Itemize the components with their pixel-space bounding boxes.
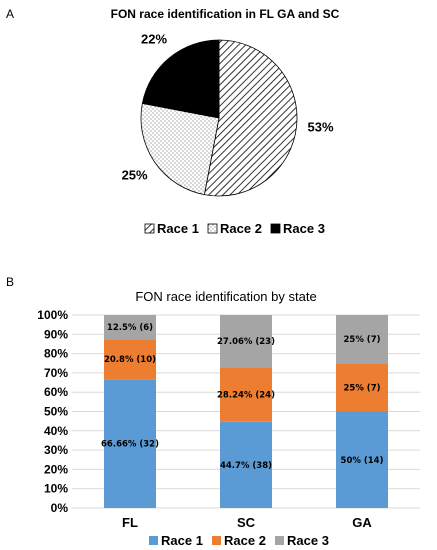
pie-legend: Race 1 Race 2 Race 3 [144, 221, 325, 236]
x-category-sc: SC [237, 515, 256, 530]
x-category-fl: FL [122, 515, 138, 530]
bar-label-fl-race-2: 20.8% (10) [104, 355, 156, 365]
pie-slice-race-3 [141, 39, 220, 119]
y-tick-50: 50% [44, 405, 68, 419]
pie-legend-swatch-race-1 [144, 223, 155, 234]
y-tick-10: 10% [44, 482, 68, 496]
bar-legend-swatch-race-3 [275, 536, 284, 545]
pie-legend-label-race-3: Race 3 [283, 221, 325, 236]
bar-label-fl-race-3: 12.5% (6) [107, 323, 153, 333]
bar-chart-title: FON race identification by state [135, 289, 316, 304]
bar-category-labels: FL SC GA [122, 515, 372, 530]
bar-label-ga-race-3: 25% (7) [344, 335, 381, 345]
pie-legend-swatch-race-2 [207, 223, 218, 234]
bar-y-tick-labels: 0% 10% 20% 30% 40% 50% 60% 70% 80% 90% 100% [37, 308, 68, 515]
panel-a-letter: A [6, 7, 14, 21]
bar-sc-race-3 [220, 315, 272, 368]
x-category-ga: GA [352, 515, 372, 530]
bar-label-fl-race-1: 66.66% (32) [101, 440, 159, 450]
bar-ga-race-2 [336, 363, 388, 412]
bar-fl-race-3 [104, 315, 156, 340]
pie-legend-label-race-1: Race 1 [157, 221, 199, 236]
y-tick-40: 40% [44, 424, 68, 438]
bar-ga-race-1 [336, 411, 388, 508]
pie-label-race-2: 25% [122, 167, 148, 182]
panel-b-bar-chart: B FON race identification by state 0% 10%… [6, 275, 420, 548]
bar-label-sc-race-3: 27.06% (23) [217, 337, 275, 347]
pie-legend-label-race-2: Race 2 [220, 221, 262, 236]
y-tick-60: 60% [44, 385, 68, 399]
bar-legend-swatch-race-1 [149, 536, 158, 545]
pie-slices [140, 39, 298, 197]
bar-fl-race-2 [104, 339, 156, 380]
y-tick-70: 70% [44, 366, 68, 380]
pie-chart-title: FON race identification in FL GA and SC [111, 7, 340, 21]
bar-ga-race-3 [336, 315, 388, 364]
pie-slice-race-2 [140, 102, 220, 196]
bar-segment-labels: 66.66% (32) 20.8% (10) 12.5% (6) 44.7% (38)… [101, 323, 384, 471]
bar-label-ga-race-1: 50% (14) [341, 456, 384, 466]
y-tick-100: 100% [37, 308, 68, 322]
pie-label-race-1: 53% [307, 120, 333, 135]
panel-b-letter: B [6, 275, 14, 289]
y-tick-20: 20% [44, 462, 68, 476]
bar-legend-label-race-3: Race 3 [287, 533, 329, 548]
bar-legend-label-race-1: Race 1 [161, 533, 203, 548]
bar-sc-race-2 [220, 367, 272, 422]
pie-slice-race-1 [203, 39, 298, 197]
panel-a-pie-chart: A FON race identification in FL GA and S… [6, 7, 340, 236]
bar-label-ga-race-2: 25% (7) [344, 383, 381, 393]
y-tick-0: 0% [51, 501, 69, 515]
bar-fl-race-1 [104, 379, 156, 508]
pie-labels: 53% 25% 22% [122, 31, 334, 182]
bar-legend: Race 1 Race 2 Race 3 [149, 533, 329, 548]
bar-legend-label-race-2: Race 2 [224, 533, 266, 548]
bar-label-sc-race-2: 28.24% (24) [217, 390, 275, 400]
pie-legend-swatch-race-3 [270, 223, 281, 234]
bar-label-sc-race-1: 44.7% (38) [220, 461, 272, 471]
y-tick-90: 90% [44, 327, 68, 341]
y-tick-30: 30% [44, 443, 68, 457]
pie-label-race-3: 22% [141, 31, 167, 46]
y-tick-80: 80% [44, 347, 68, 361]
bar-legend-swatch-race-2 [212, 536, 221, 545]
bar-segments [104, 315, 388, 508]
bar-sc-race-1 [220, 421, 272, 508]
